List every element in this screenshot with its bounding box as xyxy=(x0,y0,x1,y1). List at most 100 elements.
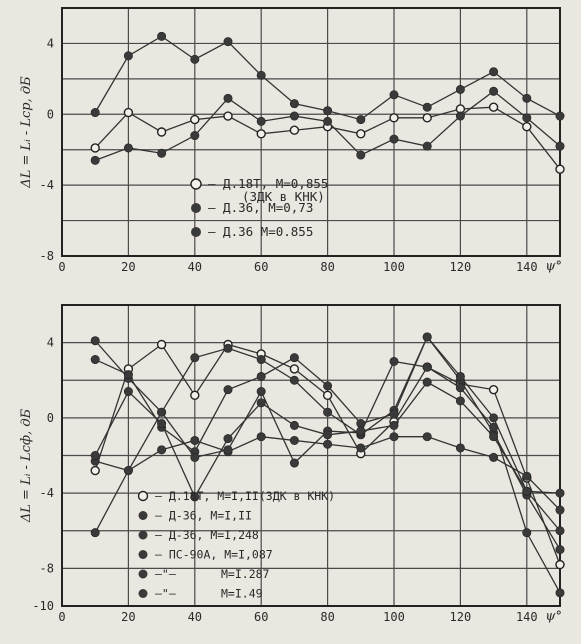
data-point-open xyxy=(123,107,134,118)
data-point-filled xyxy=(356,150,366,160)
x-tick-label: 40 xyxy=(188,610,202,624)
data-point-filled xyxy=(555,111,565,121)
data-point-open xyxy=(555,164,565,174)
data-point-filled xyxy=(489,67,499,77)
data-point-filled xyxy=(323,439,333,449)
data-point-filled xyxy=(256,371,266,381)
data-point-filled xyxy=(489,413,499,423)
data-point-open xyxy=(488,384,499,395)
y-axis-label: ΔL = Lᵢ - Lср, дБ xyxy=(19,76,34,189)
data-point-open xyxy=(156,127,167,137)
data-point-filled xyxy=(389,432,399,442)
legend-marker-filled xyxy=(191,227,201,237)
data-point-filled xyxy=(555,505,565,515)
data-point-filled xyxy=(522,113,532,123)
x-tick-label: 140 xyxy=(516,610,538,624)
data-point-filled xyxy=(90,450,100,460)
y-tick-label: -10 xyxy=(32,599,54,613)
data-point-open xyxy=(90,465,100,476)
data-point-filled xyxy=(522,486,532,496)
data-point-filled xyxy=(190,452,200,462)
data-point-open xyxy=(322,390,333,400)
legend-label: – Д.36, М=0,73 xyxy=(208,200,313,215)
x-tick-label: 80 xyxy=(320,260,334,274)
data-point-open xyxy=(422,113,432,123)
legend-marker-filled xyxy=(138,550,148,559)
legend-marker-filled xyxy=(138,589,148,598)
data-point-filled xyxy=(489,452,499,462)
x-tick-label: 20 xyxy=(121,260,135,274)
x-tick-label: 20 xyxy=(121,610,135,624)
legend-label: – Д.18Т, М=I,II(ЗДК в КНК) xyxy=(155,489,335,503)
x-tick-label: 80 xyxy=(320,610,334,624)
data-point-filled xyxy=(90,108,100,118)
data-point-filled xyxy=(289,420,299,430)
data-point-filled xyxy=(90,528,100,538)
data-point-open xyxy=(289,364,300,374)
data-point-filled xyxy=(455,371,465,381)
legend-label: – Д-36, М=I,II xyxy=(155,509,252,523)
data-point-filled xyxy=(422,332,432,342)
data-point-filled xyxy=(157,419,167,429)
y-tick-label: 4 xyxy=(47,36,54,50)
grid xyxy=(62,7,560,257)
data-point-filled xyxy=(256,355,266,365)
data-point-filled xyxy=(422,102,432,112)
data-point-filled xyxy=(256,116,266,126)
x-tick-label: 0 xyxy=(58,260,65,274)
data-point-filled xyxy=(90,355,100,365)
legend-marker-open xyxy=(190,178,202,190)
x-tick-label: 120 xyxy=(450,610,472,624)
data-point-filled xyxy=(157,445,167,455)
data-point-filled xyxy=(489,86,499,96)
data-point-filled xyxy=(256,432,266,442)
legend-marker-filled xyxy=(138,511,148,520)
data-point-open xyxy=(190,114,200,125)
data-point-filled xyxy=(422,432,432,442)
data-point-filled xyxy=(223,445,233,455)
data-point-open xyxy=(223,111,233,121)
legend: – Д.18Т, М=0,855(ЗДК в КНК)– Д.36, М=0,7… xyxy=(190,176,328,239)
data-point-filled xyxy=(489,422,499,432)
y-tick-label: -8 xyxy=(40,561,54,575)
legend-marker-filled xyxy=(138,530,148,540)
y-tick-label: 0 xyxy=(47,107,54,121)
x-tick-label: 100 xyxy=(383,610,405,624)
data-point-filled xyxy=(190,353,200,363)
legend-label: – Д-36, М=I,248 xyxy=(155,528,259,542)
data-point-filled xyxy=(555,545,565,555)
series-2 xyxy=(90,86,565,165)
data-point-filled xyxy=(422,377,432,387)
data-point-filled xyxy=(555,588,565,598)
data-point-filled xyxy=(555,488,565,498)
x-tick-label: 60 xyxy=(254,260,268,274)
legend-label: – Д.36 М=0.855 xyxy=(208,224,313,239)
data-point-filled xyxy=(389,90,399,100)
data-point-filled xyxy=(555,526,565,536)
data-point-filled xyxy=(289,353,299,363)
data-point-filled xyxy=(256,398,266,408)
data-point-filled xyxy=(522,471,532,481)
data-point-open xyxy=(389,113,399,123)
x-axis-label: ψ° xyxy=(545,259,562,274)
legend-label: – ПС-90А, М=I,087 xyxy=(155,548,273,562)
data-point-filled xyxy=(389,134,399,144)
data-point-open xyxy=(555,559,565,570)
data-point-filled xyxy=(289,458,299,468)
data-point-filled xyxy=(157,31,167,41)
data-point-filled xyxy=(356,115,366,125)
y-tick-label: 4 xyxy=(47,336,54,350)
x-tick-label: 60 xyxy=(254,610,268,624)
legend-label: —"— xyxy=(155,587,176,601)
legend-label: М=I.287 xyxy=(221,567,270,581)
x-tick-label: 40 xyxy=(188,260,202,274)
y-tick-label: 0 xyxy=(47,411,54,425)
data-point-filled xyxy=(223,37,233,47)
data-point-filled xyxy=(323,381,333,391)
series-6 xyxy=(90,377,565,536)
data-point-filled xyxy=(157,148,167,158)
plot-frame xyxy=(61,7,561,257)
data-point-filled xyxy=(389,409,399,419)
data-point-filled xyxy=(157,407,167,417)
